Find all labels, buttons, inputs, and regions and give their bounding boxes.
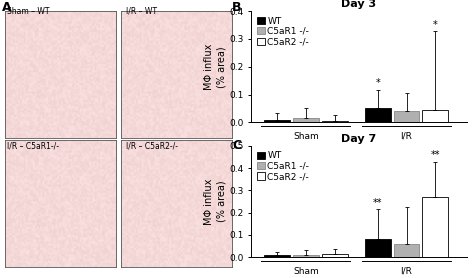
- Bar: [422, 110, 448, 122]
- Text: **: **: [430, 150, 440, 160]
- Bar: [422, 197, 448, 257]
- Text: I/R: I/R: [401, 132, 412, 141]
- Text: *: *: [375, 78, 380, 88]
- Text: I/R – WT: I/R – WT: [126, 7, 156, 16]
- Text: A: A: [2, 1, 12, 14]
- Y-axis label: MΦ influx
(% area): MΦ influx (% area): [204, 178, 227, 225]
- Bar: [322, 254, 347, 257]
- Text: Sham: Sham: [293, 132, 319, 141]
- Text: C: C: [232, 139, 241, 152]
- Legend: WT, C5aR1 -/-, C5aR2 -/-: WT, C5aR1 -/-, C5aR2 -/-: [256, 150, 310, 182]
- Text: B: B: [232, 1, 242, 14]
- Text: Sham: Sham: [293, 267, 319, 275]
- Bar: [322, 121, 347, 122]
- Legend: WT, C5aR1 -/-, C5aR2 -/-: WT, C5aR1 -/-, C5aR2 -/-: [256, 16, 310, 47]
- Text: *: *: [433, 20, 438, 30]
- Text: **: **: [373, 198, 383, 208]
- Bar: [393, 111, 419, 122]
- Bar: [365, 239, 391, 257]
- Bar: [293, 255, 319, 257]
- Bar: [393, 244, 419, 257]
- Text: I/R: I/R: [401, 267, 412, 275]
- Y-axis label: MΦ influx
(% area): MΦ influx (% area): [204, 44, 227, 90]
- Title: Day 7: Day 7: [341, 134, 377, 144]
- Bar: [264, 255, 290, 257]
- Title: Day 3: Day 3: [341, 0, 377, 9]
- Text: I/R – C5aR2-/-: I/R – C5aR2-/-: [126, 142, 178, 151]
- Bar: [365, 108, 391, 122]
- Text: Sham – WT: Sham – WT: [7, 7, 50, 16]
- Bar: [293, 118, 319, 122]
- Text: I/R – C5aR1-/-: I/R – C5aR1-/-: [7, 142, 59, 151]
- Bar: [264, 120, 290, 122]
